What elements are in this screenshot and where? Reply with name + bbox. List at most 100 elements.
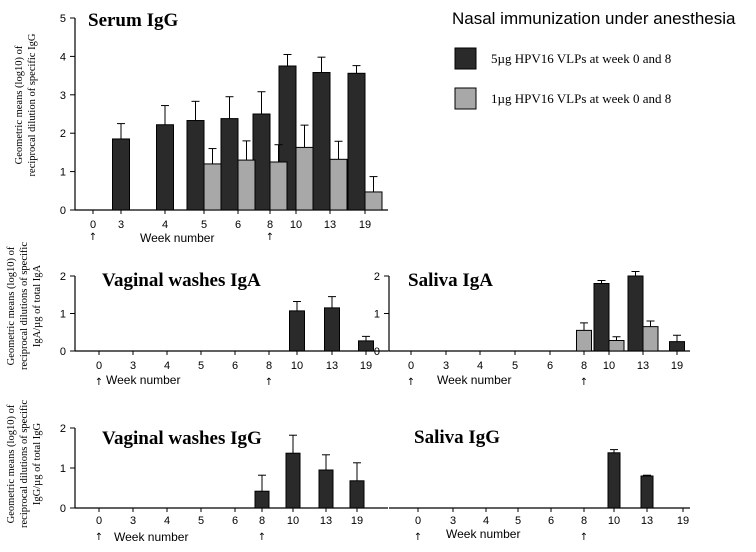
y-tick-label: 2 (60, 271, 66, 283)
x-tick-label: 4 (483, 515, 489, 527)
x-axis-label: Week number (140, 231, 214, 245)
y-tick-label: 1 (60, 167, 66, 179)
bar (237, 159, 256, 211)
x-tick-label: 19 (671, 360, 683, 372)
y-tick-label: 0 (60, 346, 66, 358)
x-tick-label: 5 (201, 219, 207, 231)
x-tick-label: 5 (198, 360, 204, 372)
x-tick-label: 3 (443, 360, 449, 372)
bar (640, 475, 654, 509)
immunization-arrow: ↑ (265, 377, 273, 388)
x-tick-label: 5 (198, 515, 204, 527)
chart-panel: Saliva IgA 0 1 2 0 ↑ 3 4 5 6 8 ↑ 10 13 19 Week number (374, 270, 690, 388)
y-label-line: Geometric means (log10) of (14, 45, 25, 164)
x-tick-label: 10 (290, 219, 302, 231)
x-tick-label: 13 (326, 360, 338, 372)
x-tick-label: 3 (130, 515, 136, 527)
chart-title: Vaginal washes IgA (102, 270, 261, 291)
x-tick-label: 19 (359, 219, 371, 231)
y-axis-label-bottom: Geometric means (log10) of reciprocal di… (6, 400, 43, 528)
x-tick-label: 6 (235, 219, 241, 231)
bar (289, 310, 305, 352)
x-tick-label: 0 (408, 360, 414, 372)
immunization-arrow: ↑ (414, 532, 422, 543)
legend-label-1ug: 1µg HPV16 VLPs at week 0 and 8 (491, 91, 671, 106)
chart-panel: Saliva IgG 0 ↑ 3 4 5 6 8 ↑ 10 13 19 Week number (389, 427, 690, 543)
immunization-arrow: ↑ (95, 377, 103, 388)
x-axis-label: Week number (437, 373, 511, 387)
x-tick-label: 8 (581, 515, 587, 527)
x-tick-label: 4 (164, 360, 170, 372)
x-tick-label: 6 (232, 515, 238, 527)
x-tick-label: 0 (415, 515, 421, 527)
x-tick-label: 6 (547, 360, 553, 372)
y-tick-label: 1 (60, 463, 66, 475)
y-tick-label: 2 (60, 423, 66, 435)
x-tick-label: 3 (130, 360, 136, 372)
bar (358, 340, 374, 352)
x-tick-label: 13 (641, 515, 653, 527)
immunization-arrow: ↑ (407, 377, 415, 388)
chart-title: Serum IgG (88, 10, 178, 31)
bar (318, 469, 334, 509)
x-tick-label: 13 (320, 515, 332, 527)
bar (627, 275, 644, 352)
y-tick-label: 1 (374, 309, 380, 321)
y-tick-label: 0 (60, 503, 66, 515)
immunization-arrow: ↑ (258, 532, 266, 543)
immunization-arrow: ↑ (580, 377, 588, 388)
x-tick-label: 19 (351, 515, 363, 527)
y-tick-label: 2 (60, 128, 66, 140)
bar (608, 340, 625, 352)
x-tick-label: 10 (291, 360, 303, 372)
x-tick-label: 19 (677, 515, 689, 527)
x-tick-label: 0 (96, 360, 102, 372)
x-tick-label: 10 (287, 515, 299, 527)
legend: Nasal immunization under anesthesia 5µg … (452, 9, 736, 110)
y-label-line: Geometric means (log10) of (6, 404, 17, 523)
bar (669, 341, 685, 352)
legend-swatch-5ug (454, 47, 477, 70)
chart-panel: Vaginal washes IgG 0 1 2 0 ↑ 3 4 5 6 8 ↑ 10 13 19 Week … (60, 423, 388, 544)
y-tick-label: 1 (60, 309, 66, 321)
immunization-arrow: ↑ (580, 532, 588, 543)
y-tick-label: 5 (60, 13, 66, 25)
x-tick-label: 19 (360, 360, 372, 372)
bar (252, 113, 271, 211)
bar (312, 72, 331, 211)
y-label-line: reciprocal dilutions of specific (19, 400, 30, 528)
x-tick-label: 4 (162, 219, 168, 231)
x-tick-label: 3 (118, 219, 124, 231)
bar (576, 329, 592, 352)
y-tick-label: 0 (60, 205, 66, 217)
bar (324, 307, 340, 352)
x-tick-label: 5 (515, 515, 521, 527)
chart-title: Vaginal washes IgG (102, 428, 262, 449)
bar (607, 452, 621, 509)
bar (295, 146, 314, 211)
immunization-arrow: ↑ (266, 232, 274, 243)
bar (329, 158, 348, 211)
x-tick-label: 0 (96, 515, 102, 527)
immunization-arrow: ↑ (89, 232, 97, 243)
bar (220, 118, 239, 211)
y-tick-label: 2 (374, 271, 380, 283)
x-tick-label: 8 (259, 515, 265, 527)
x-axis-label: Week number (446, 527, 520, 541)
bar (642, 326, 659, 352)
bar (269, 161, 288, 211)
x-tick-label: 10 (603, 360, 615, 372)
y-label-line: IgG/µg of total IgG (32, 423, 43, 506)
x-tick-label: 8 (581, 360, 587, 372)
x-tick-label: 5 (512, 360, 518, 372)
bar (203, 163, 222, 211)
x-tick-label: 0 (90, 219, 96, 231)
bar (347, 72, 366, 211)
y-label-line: reciprocal dilutions of specific (19, 242, 30, 370)
y-tick-label: 4 (60, 51, 66, 63)
immunization-arrow: ↑ (95, 532, 103, 543)
bar (364, 191, 383, 211)
